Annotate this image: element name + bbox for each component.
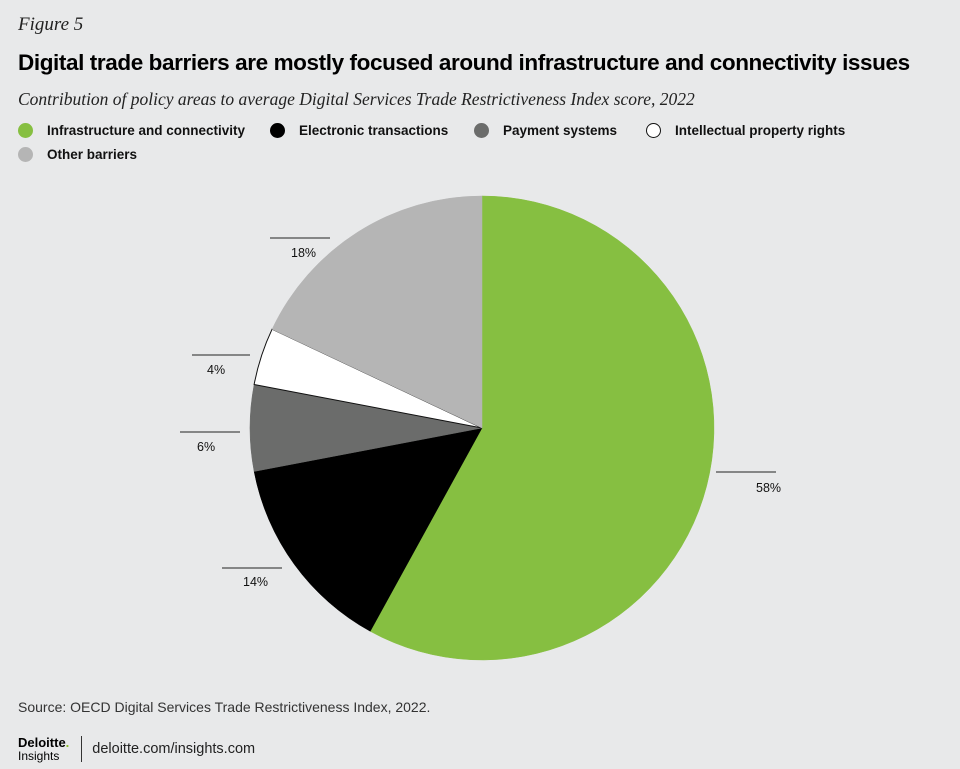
legend: Infrastructure and connectivity Electron… (18, 121, 938, 163)
chart-title: Digital trade barriers are mostly focuse… (18, 50, 910, 75)
source-note: Source: OECD Digital Services Trade Rest… (18, 699, 431, 715)
legend-label: Infrastructure and connectivity (47, 122, 246, 138)
legend-swatch (18, 146, 33, 162)
deloitte-insights-logo: Deloitte. Insights (18, 736, 69, 762)
brand-name: Deloitte (18, 735, 66, 750)
legend-item-infrastructure: Infrastructure and connectivity (18, 121, 270, 139)
legend-swatch (18, 122, 33, 138)
pie-slice-electronic-transactions (253, 427, 483, 632)
legend-label: Intellectual property rights (675, 122, 846, 138)
legend-label: Electronic transactions (299, 122, 449, 138)
legend-swatch (646, 122, 661, 138)
chart-subtitle: Contribution of policy areas to average … (18, 89, 695, 109)
pie-slice-other-barriers (271, 195, 483, 429)
legend-label: Payment systems (503, 122, 618, 138)
legend-swatch (474, 122, 489, 138)
legend-item-electronic-transactions: Electronic transactions (270, 121, 474, 139)
data-label-infrastructure: 58% (756, 481, 781, 495)
legend-item-payment-systems: Payment systems (474, 121, 646, 139)
footer-divider (81, 736, 83, 762)
brand-sub: Insights (18, 749, 60, 763)
legend-swatch (270, 122, 285, 138)
figure-label: Figure 5 (18, 14, 84, 35)
legend-item-other-barriers: Other barriers (18, 145, 268, 163)
data-label-other-barriers: 18% (291, 246, 316, 260)
site-url: deloitte.com/insights.com (92, 741, 256, 757)
data-label-payment-systems: 6% (197, 440, 215, 454)
legend-label: Other barriers (47, 146, 138, 162)
data-label-electronic-transactions: 14% (243, 575, 268, 589)
data-label-intellectual-property: 4% (207, 363, 225, 377)
footer: Deloitte. Insights deloitte.com/insights… (18, 736, 255, 762)
pie-slice-infrastructure (369, 195, 715, 661)
legend-item-intellectual-property: Intellectual property rights (646, 121, 896, 139)
brand-dot: . (65, 735, 70, 750)
